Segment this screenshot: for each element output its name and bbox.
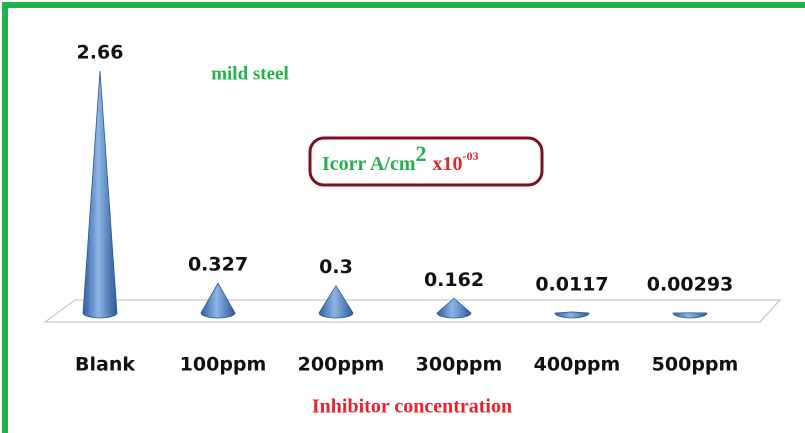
data-label: 0.327 bbox=[188, 254, 248, 276]
x-axis-label: Inhibitor concentration bbox=[312, 396, 512, 418]
floor bbox=[43, 299, 782, 323]
cone bbox=[82, 70, 118, 319]
x-tick-label: 300ppm bbox=[416, 354, 503, 376]
data-label: 0.00293 bbox=[647, 274, 734, 296]
x-tick-label: 100ppm bbox=[180, 354, 267, 376]
data-label: 0.3 bbox=[319, 256, 353, 278]
cone bbox=[672, 312, 708, 319]
cone bbox=[200, 282, 236, 319]
legend-main: Icorr A/cm bbox=[322, 153, 416, 175]
cone bbox=[554, 311, 590, 319]
data-label: 2.66 bbox=[77, 41, 124, 63]
x-tick-label: 400ppm bbox=[534, 354, 621, 376]
annotation: mild steel bbox=[211, 63, 289, 84]
data-label: 0.0117 bbox=[535, 274, 608, 296]
x-tick-label: 200ppm bbox=[298, 354, 385, 376]
legend-sup: 2 bbox=[416, 141, 427, 166]
legend-suffix-sup: -03 bbox=[463, 149, 479, 163]
legend: Icorr A/cm2 x10-03 bbox=[308, 136, 544, 187]
cone bbox=[436, 297, 472, 319]
legend-text: Icorr A/cm2 x10-03 bbox=[322, 141, 479, 175]
cone bbox=[318, 284, 354, 319]
x-tick-label: Blank bbox=[75, 354, 135, 376]
data-label: 0.162 bbox=[424, 269, 484, 291]
legend-box bbox=[308, 136, 544, 187]
legend-suffix: x10 bbox=[433, 153, 463, 175]
x-tick-label: 500ppm bbox=[652, 354, 739, 376]
